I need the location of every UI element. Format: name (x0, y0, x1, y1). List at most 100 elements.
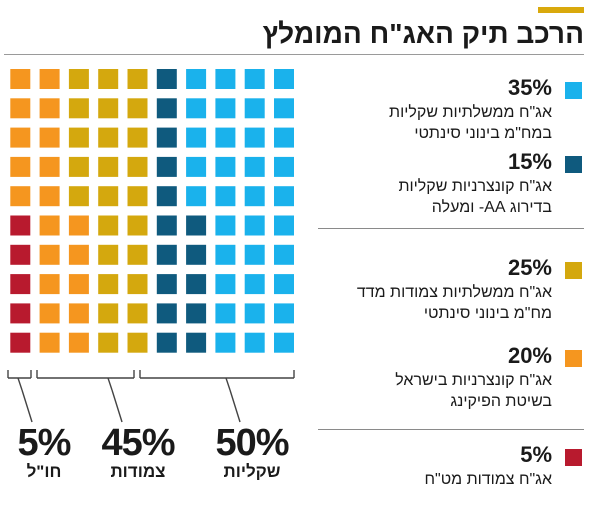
legend-divider (318, 429, 584, 430)
waffle-cell-light-blue (244, 274, 265, 295)
title-divider (4, 54, 584, 55)
waffle-cell-orange (68, 215, 89, 236)
summary-label: צמודות (110, 462, 166, 481)
waffle-cell-light-blue (215, 244, 236, 265)
waffle-cell-orange (10, 98, 31, 119)
waffle-cell-orange (39, 244, 60, 265)
waffle-cell-orange (10, 127, 31, 148)
page-title: הרכב תיק האג"ח המומלץ (262, 18, 584, 49)
waffle-cell-light-blue (215, 303, 236, 324)
waffle-cell-dark-blue (156, 303, 177, 324)
waffle-cell-dark-blue (186, 303, 207, 324)
waffle-cell-dark-blue (186, 244, 207, 265)
waffle-cell-orange (39, 69, 60, 89)
legend-item: 5% אג"ח צמודות מט"ח (312, 443, 582, 513)
bracket-linked-stem (107, 377, 113, 391)
waffle-cell-light-blue (274, 303, 294, 324)
waffle-cell-orange (68, 274, 89, 295)
legend-label-line2: בשיטת הפיקינג (450, 393, 552, 410)
legend-percent: 25% (507, 255, 552, 280)
waffle-cell-dark-blue (156, 186, 177, 207)
legend-item: 25% אג"ח ממשלתיות צמודות מדד מח"מ בינוני ס… (312, 256, 582, 326)
waffle-cell-red (10, 244, 31, 265)
legend-label-line2: בדירוג AA- ומעלה (431, 199, 552, 216)
waffle-cell-light-blue (244, 156, 265, 177)
waffle-cell-orange (68, 303, 89, 324)
waffle-cell-light-blue (244, 244, 265, 265)
waffle-cell-orange (68, 332, 89, 353)
title-accent-bar (538, 7, 584, 13)
waffle-cell-light-blue (215, 69, 236, 89)
waffle-cell-light-blue (186, 156, 207, 177)
waffle-cell-orange (39, 332, 60, 353)
waffle-cell-mustard (98, 156, 119, 177)
waffle-cell-light-blue (186, 98, 207, 119)
waffle-cell-orange (39, 127, 60, 148)
waffle-cell-mustard (98, 332, 119, 353)
bracket-shekel-stem (225, 377, 231, 391)
legend-swatch (565, 156, 582, 173)
waffle-cell-mustard (98, 244, 119, 265)
waffle-cell-light-blue (274, 98, 294, 119)
waffle-cell-mustard (127, 215, 148, 236)
legend-swatch (565, 449, 582, 466)
legend-swatch (565, 350, 582, 367)
waffle-cell-mustard (127, 186, 148, 207)
waffle-cell-dark-blue (186, 332, 207, 353)
waffle-cell-mustard (98, 69, 119, 89)
waffle-cell-red (10, 303, 31, 324)
waffle-cell-light-blue (186, 127, 207, 148)
waffle-cell-mustard (127, 303, 148, 324)
legend-label-line2: במח"מ בינוני סינתטי (414, 125, 552, 142)
legend-percent: 20% (507, 343, 552, 368)
waffle-cell-mustard (98, 127, 119, 148)
waffle-cell-light-blue (274, 69, 294, 89)
waffle-cell-orange (39, 156, 60, 177)
waffle-cell-mustard (98, 215, 119, 236)
waffle-cell-light-blue (215, 98, 236, 119)
waffle-cell-orange (39, 98, 60, 119)
waffle-cell-mustard (127, 274, 148, 295)
summary-percent: 50% (215, 422, 289, 464)
waffle-cell-dark-blue (156, 156, 177, 177)
waffle-cell-mustard (68, 186, 89, 207)
waffle-cell-mustard (127, 244, 148, 265)
waffle-cell-light-blue (274, 332, 294, 353)
waffle-cell-orange (68, 244, 89, 265)
waffle-cell-orange (39, 186, 60, 207)
waffle-cell-light-blue (274, 215, 294, 236)
legend-label: אג"ח ממשלתיות שקליות (389, 104, 552, 121)
waffle-cell-dark-blue (156, 274, 177, 295)
waffle-cell-light-blue (244, 186, 265, 207)
legend-label: אג"ח קונצרניות שקליות (398, 178, 552, 195)
waffle-cell-light-blue (186, 69, 207, 89)
waffle-cell-dark-blue (186, 274, 207, 295)
waffle-chart (7, 69, 295, 423)
legend-label: אג"ח ממשלתיות צמודות מדד (356, 284, 552, 301)
waffle-cell-mustard (127, 332, 148, 353)
legend-item: 35% אג"ח ממשלתיות שקליות במח"מ בינוני סינת… (312, 76, 582, 146)
waffle-cell-mustard (68, 69, 89, 89)
legend-swatch (565, 262, 582, 279)
bracket-foreign-stem (17, 377, 23, 391)
waffle-cell-light-blue (215, 332, 236, 353)
waffle-cell-light-blue (274, 244, 294, 265)
waffle-cell-mustard (127, 98, 148, 119)
legend-percent: 35% (507, 75, 552, 100)
summary-percent: 5% (17, 422, 72, 464)
waffle-cell-red (10, 215, 31, 236)
waffle-cell-light-blue (244, 215, 265, 236)
bracket-linked-pointer (111, 389, 123, 423)
waffle-cell-light-blue (186, 186, 207, 207)
waffle-cell-mustard (68, 156, 89, 177)
waffle-cell-orange (39, 215, 60, 236)
waffle-cell-orange (39, 274, 60, 295)
waffle-cell-dark-blue (156, 244, 177, 265)
waffle-cell-light-blue (215, 186, 236, 207)
waffle-cell-light-blue (274, 127, 294, 148)
legend-divider (318, 228, 584, 229)
waffle-cell-orange (10, 186, 31, 207)
waffle-cell-light-blue (244, 303, 265, 324)
waffle-cell-light-blue (215, 156, 236, 177)
waffle-cell-mustard (127, 127, 148, 148)
